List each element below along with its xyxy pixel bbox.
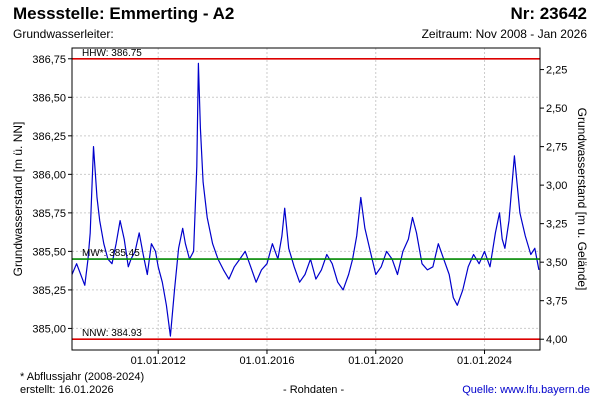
y-right-axis-title: Grundwasserstand [m u. Gelände] <box>575 108 589 291</box>
y-tick-label: 385,75 <box>32 208 66 220</box>
reference-label-hhw: HHW: 386.75 <box>82 48 142 59</box>
created-date: erstellt: 16.01.2026 <box>20 384 114 396</box>
aquifer-label: Grundwasserleiter: <box>13 27 114 41</box>
y-tick-label: 386,00 <box>32 169 66 181</box>
x-tick-label: 01.01.2016 <box>239 355 294 367</box>
y-right-tick-label: 3,75 <box>546 296 567 308</box>
period-label: Zeitraum: Nov 2008 - Jan 2026 <box>421 27 587 41</box>
y-right-tick-label: 3,00 <box>546 180 567 192</box>
station-number: Nr: 23642 <box>510 4 587 23</box>
y-tick-label: 386,25 <box>32 131 66 143</box>
x-tick-label: 01.01.2020 <box>348 355 403 367</box>
y-tick-label: 385,00 <box>32 323 66 335</box>
y-right-tick-label: 2,25 <box>546 65 567 77</box>
x-tick-label: 01.01.2024 <box>457 355 512 367</box>
station-title: Messstelle: Emmerting - A2 <box>13 4 235 23</box>
y-right-tick-label: 3,25 <box>546 219 567 231</box>
y-right-tick-label: 3,50 <box>546 257 567 269</box>
footnote: * Abflussjahr (2008-2024) <box>20 371 145 383</box>
source-link[interactable]: Quelle: www.lfu.bayern.de <box>462 384 590 396</box>
reference-label-mw: MW*: 385.45 <box>82 248 140 259</box>
y-tick-label: 386,50 <box>32 92 66 104</box>
y-right-tick-label: 4,00 <box>546 334 567 346</box>
y-tick-label: 385,50 <box>32 246 66 258</box>
raw-data-note: - Rohdaten - <box>283 384 345 396</box>
y-tick-label: 385,25 <box>32 285 66 297</box>
y-axis-title: Grundwasserstand [m ü. NN] <box>11 122 25 277</box>
series-line-0 <box>71 62 540 337</box>
y-right-tick-label: 2,50 <box>546 103 567 115</box>
plot-frame <box>71 47 541 351</box>
x-tick-label: 01.01.2012 <box>131 355 186 367</box>
reference-label-nnw: NNW: 384.93 <box>82 328 142 339</box>
y-tick-label: 386,75 <box>32 54 66 66</box>
y-right-tick-label: 2,75 <box>546 142 567 154</box>
